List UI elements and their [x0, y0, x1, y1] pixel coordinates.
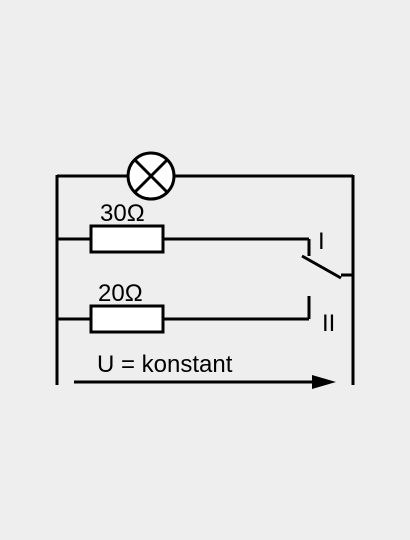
switch-position-2-label: II [322, 310, 335, 337]
resistor-20-ohm [89, 304, 165, 334]
resistor-20-label: 20Ω [98, 280, 143, 307]
switch-lever [301, 254, 342, 280]
resistor-30-label: 30Ω [100, 200, 145, 227]
lamp-icon [126, 151, 176, 201]
lamp-cross-line-2 [133, 158, 169, 194]
voltage-label: U = konstant [97, 351, 233, 378]
voltage-arrow-head [312, 375, 336, 389]
resistor-30-ohm [89, 224, 165, 254]
switch-position-1-label: I [318, 228, 325, 255]
